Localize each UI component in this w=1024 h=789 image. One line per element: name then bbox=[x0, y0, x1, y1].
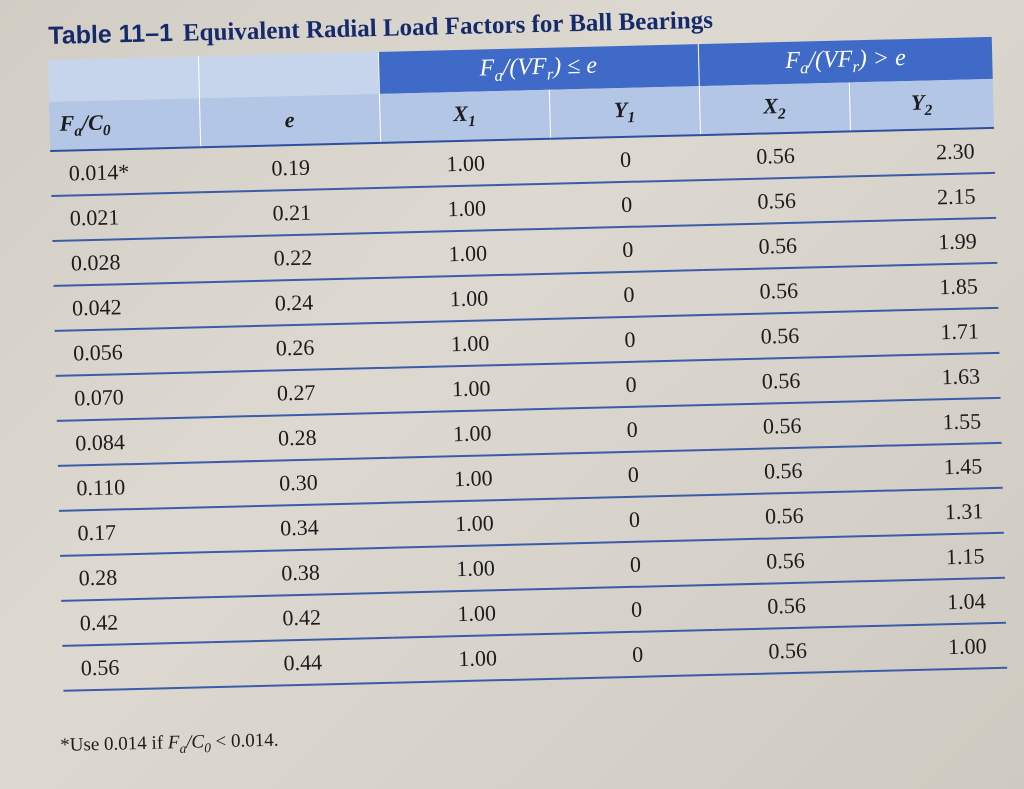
table-cell: 1.00 bbox=[381, 183, 553, 233]
table-title: Table 11–1 Equivalent Radial Load Factors… bbox=[48, 6, 713, 51]
table-cell: 0.110 bbox=[57, 462, 209, 511]
table-number: Table 11–1 bbox=[48, 18, 174, 50]
col-header-x2: X2 bbox=[698, 82, 850, 136]
table-cell: 0.56 bbox=[701, 176, 853, 226]
table-cell: 1.63 bbox=[855, 352, 1001, 402]
table-cell: 1.00 bbox=[391, 588, 563, 638]
table-cell: 0.56 bbox=[700, 131, 852, 181]
table-cell: 0 bbox=[553, 270, 705, 319]
table-cell: 1.00 bbox=[387, 453, 559, 503]
table-cell: 1.00 bbox=[390, 543, 562, 593]
table-cell: 1.00 bbox=[380, 138, 552, 188]
table-cell: 0.17 bbox=[59, 507, 211, 556]
table-cell: 0 bbox=[556, 405, 708, 454]
table-cell: 1.04 bbox=[860, 577, 1007, 627]
table-cell: 0.070 bbox=[55, 372, 207, 421]
table-cell: 0.084 bbox=[56, 417, 208, 466]
table-cell: 0.42 bbox=[61, 597, 213, 646]
table-cell: 0 bbox=[559, 539, 712, 589]
table-cell: 0.30 bbox=[207, 457, 389, 508]
table-cell: 0.56 bbox=[708, 491, 860, 540]
table-cell: 0 bbox=[551, 180, 703, 229]
table-cell: 1.00 bbox=[385, 363, 557, 413]
load-factor-table: Fa/(VFr) ≤ e Fa/(VFr) > e Fa/C0 e X1 Y1 … bbox=[48, 36, 1008, 692]
col-header-fa-c0: Fa/C0 bbox=[49, 98, 201, 151]
table-cell: 0.56 bbox=[706, 401, 858, 450]
table-cell: 0 bbox=[562, 629, 714, 679]
table-cell: 0 bbox=[552, 225, 704, 274]
table-cell: 0.56 bbox=[705, 356, 857, 406]
table-cell: 0.44 bbox=[212, 637, 394, 688]
footnote-ratio: Fa/C0 bbox=[167, 731, 212, 756]
table-cell: 0.56 bbox=[711, 581, 863, 630]
table-cell: 1.00 bbox=[862, 622, 1008, 672]
table-body: 0.014* 0.19 1.00 0 0.56 2.30 0.021 0.21 1.00 0 0.5… bbox=[50, 127, 1008, 691]
table-cell: 0 bbox=[550, 135, 702, 184]
table-cell: 0.28 bbox=[206, 412, 388, 463]
table-caption: Equivalent Radial Load Factors for Ball … bbox=[182, 6, 714, 47]
table-cell: 0.021 bbox=[51, 192, 203, 241]
table-cell: 0.56 bbox=[707, 446, 859, 495]
table-cell: 0.56 bbox=[704, 311, 856, 361]
table-cell: 0.22 bbox=[202, 232, 384, 283]
table-cell: 1.31 bbox=[858, 487, 1004, 537]
table-cell: 0.26 bbox=[204, 322, 386, 373]
table-cell: 0.19 bbox=[200, 142, 382, 193]
table-cell: 0.56 bbox=[703, 266, 855, 316]
footnote: *Use 0.014 if Fa/C0 < 0.014. bbox=[60, 730, 279, 760]
table-cell: 0.38 bbox=[210, 547, 392, 598]
table-cell: 0 bbox=[554, 315, 706, 364]
table-cell: 0 bbox=[555, 360, 707, 409]
table-cell: 0.56 bbox=[62, 642, 214, 691]
table-cell: 0.21 bbox=[201, 187, 383, 238]
table-cell: 0.028 bbox=[52, 237, 204, 286]
table-cell: 0 bbox=[561, 584, 713, 634]
table-cell: 1.55 bbox=[856, 397, 1002, 447]
header-blank-2 bbox=[197, 51, 379, 99]
table-cell: 0.28 bbox=[60, 552, 212, 601]
table-cell: 0.014* bbox=[50, 147, 202, 196]
table-cell: 1.00 bbox=[386, 408, 558, 458]
table-cell: 0.42 bbox=[211, 592, 393, 643]
table-cell: 1.99 bbox=[852, 217, 998, 267]
load-factor-table-wrapper: Fa/(VFr) ≤ e Fa/(VFr) > e Fa/C0 e X1 Y1 … bbox=[48, 36, 1008, 720]
col-header-e: e bbox=[198, 93, 381, 148]
table-cell: 2.15 bbox=[851, 172, 997, 222]
table-cell: 1.00 bbox=[382, 228, 554, 278]
table-cell: 1.85 bbox=[853, 262, 999, 312]
table-cell: 0.056 bbox=[54, 327, 206, 376]
table-cell: 0 bbox=[557, 449, 709, 499]
table-cell: 0.56 bbox=[702, 221, 854, 271]
footnote-suffix: < 0.014. bbox=[210, 729, 279, 753]
table-cell: 1.00 bbox=[392, 633, 564, 683]
table-cell: 0 bbox=[558, 494, 710, 544]
footnote-prefix: *Use 0.014 if bbox=[60, 732, 169, 756]
table-cell: 1.00 bbox=[388, 498, 560, 548]
table-cell: 1.00 bbox=[384, 318, 556, 368]
table-cell: 0.34 bbox=[208, 502, 391, 553]
table-cell: 2.30 bbox=[849, 127, 996, 177]
table-cell: 0.27 bbox=[205, 367, 387, 418]
table-cell: 1.45 bbox=[857, 442, 1003, 492]
col-header-x1: X1 bbox=[378, 89, 551, 143]
header-blank-1 bbox=[48, 56, 199, 102]
table-cell: 0.56 bbox=[709, 536, 861, 585]
table-cell: 0.042 bbox=[53, 282, 205, 331]
table-cell: 1.15 bbox=[859, 532, 1005, 582]
table-cell: 0.24 bbox=[203, 277, 385, 328]
group-header-gt: Fa/(VFr) > e bbox=[697, 36, 993, 87]
table-cell: 0.56 bbox=[712, 626, 864, 675]
table-cell: 1.00 bbox=[383, 273, 555, 323]
table-cell: 1.71 bbox=[854, 307, 1000, 357]
col-header-y1: Y1 bbox=[548, 86, 701, 139]
col-header-y2: Y2 bbox=[848, 78, 994, 132]
